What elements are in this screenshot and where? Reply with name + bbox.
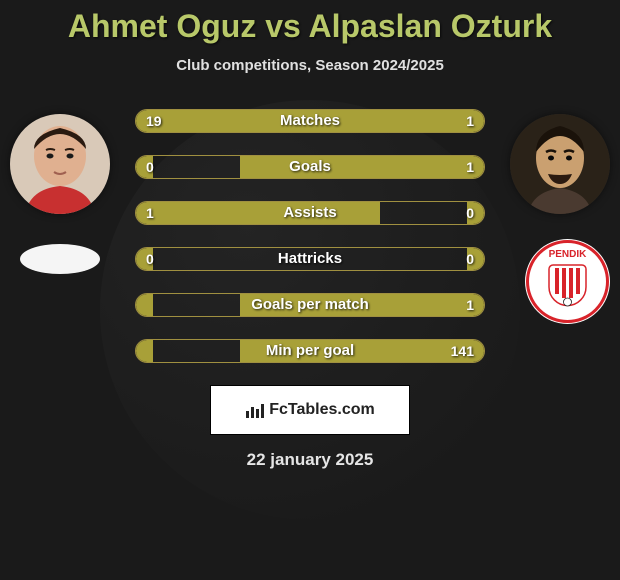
bar-fill-right: [240, 294, 484, 316]
stat-bars: Matches191 Goals01 Assists10 Hattricks00 Goa…: [135, 104, 485, 363]
chart-icon: [245, 401, 265, 419]
brand-footer: FcTables.com: [210, 385, 410, 435]
bar-fill-right: [467, 110, 484, 132]
bar-fill-right: [467, 202, 484, 224]
stat-label: Hattricks: [136, 248, 484, 271]
player1-club-logo: [20, 244, 100, 274]
bar-fill-right: [240, 156, 484, 178]
date-text: 22 january 2025: [0, 450, 620, 470]
stat-row: Goals01: [135, 155, 485, 179]
bar-fill-right: [240, 340, 484, 362]
club-logo-text: PENDIK: [549, 249, 588, 260]
stat-row: Hattricks00: [135, 247, 485, 271]
page-title: Ahmet Oguz vs Alpaslan Ozturk: [0, 0, 620, 45]
bar-fill-left: [136, 294, 153, 316]
player2-club-logo: PENDIK: [525, 239, 610, 324]
brand-text: FcTables.com: [269, 401, 375, 419]
player2-avatar: [510, 114, 610, 214]
bar-fill-left: [136, 156, 153, 178]
stat-row: Matches191: [135, 109, 485, 133]
stat-row: Goals per match1: [135, 293, 485, 317]
comparison-container: PENDIK Matches191 Goals01 Assists10 Hattric…: [0, 104, 620, 363]
bar-fill-left: [136, 202, 380, 224]
title-vs: vs: [265, 8, 301, 44]
stat-row: Assists10: [135, 201, 485, 225]
bar-fill-right: [467, 248, 484, 270]
title-player2: Alpaslan Ozturk: [309, 8, 553, 44]
subtitle: Club competitions, Season 2024/2025: [0, 57, 620, 74]
player1-avatar: [10, 114, 110, 214]
bar-fill-left: [136, 248, 153, 270]
bar-fill-left: [136, 110, 467, 132]
title-player1: Ahmet Oguz: [68, 8, 256, 44]
bar-fill-left: [136, 340, 153, 362]
stat-row: Min per goal141: [135, 339, 485, 363]
